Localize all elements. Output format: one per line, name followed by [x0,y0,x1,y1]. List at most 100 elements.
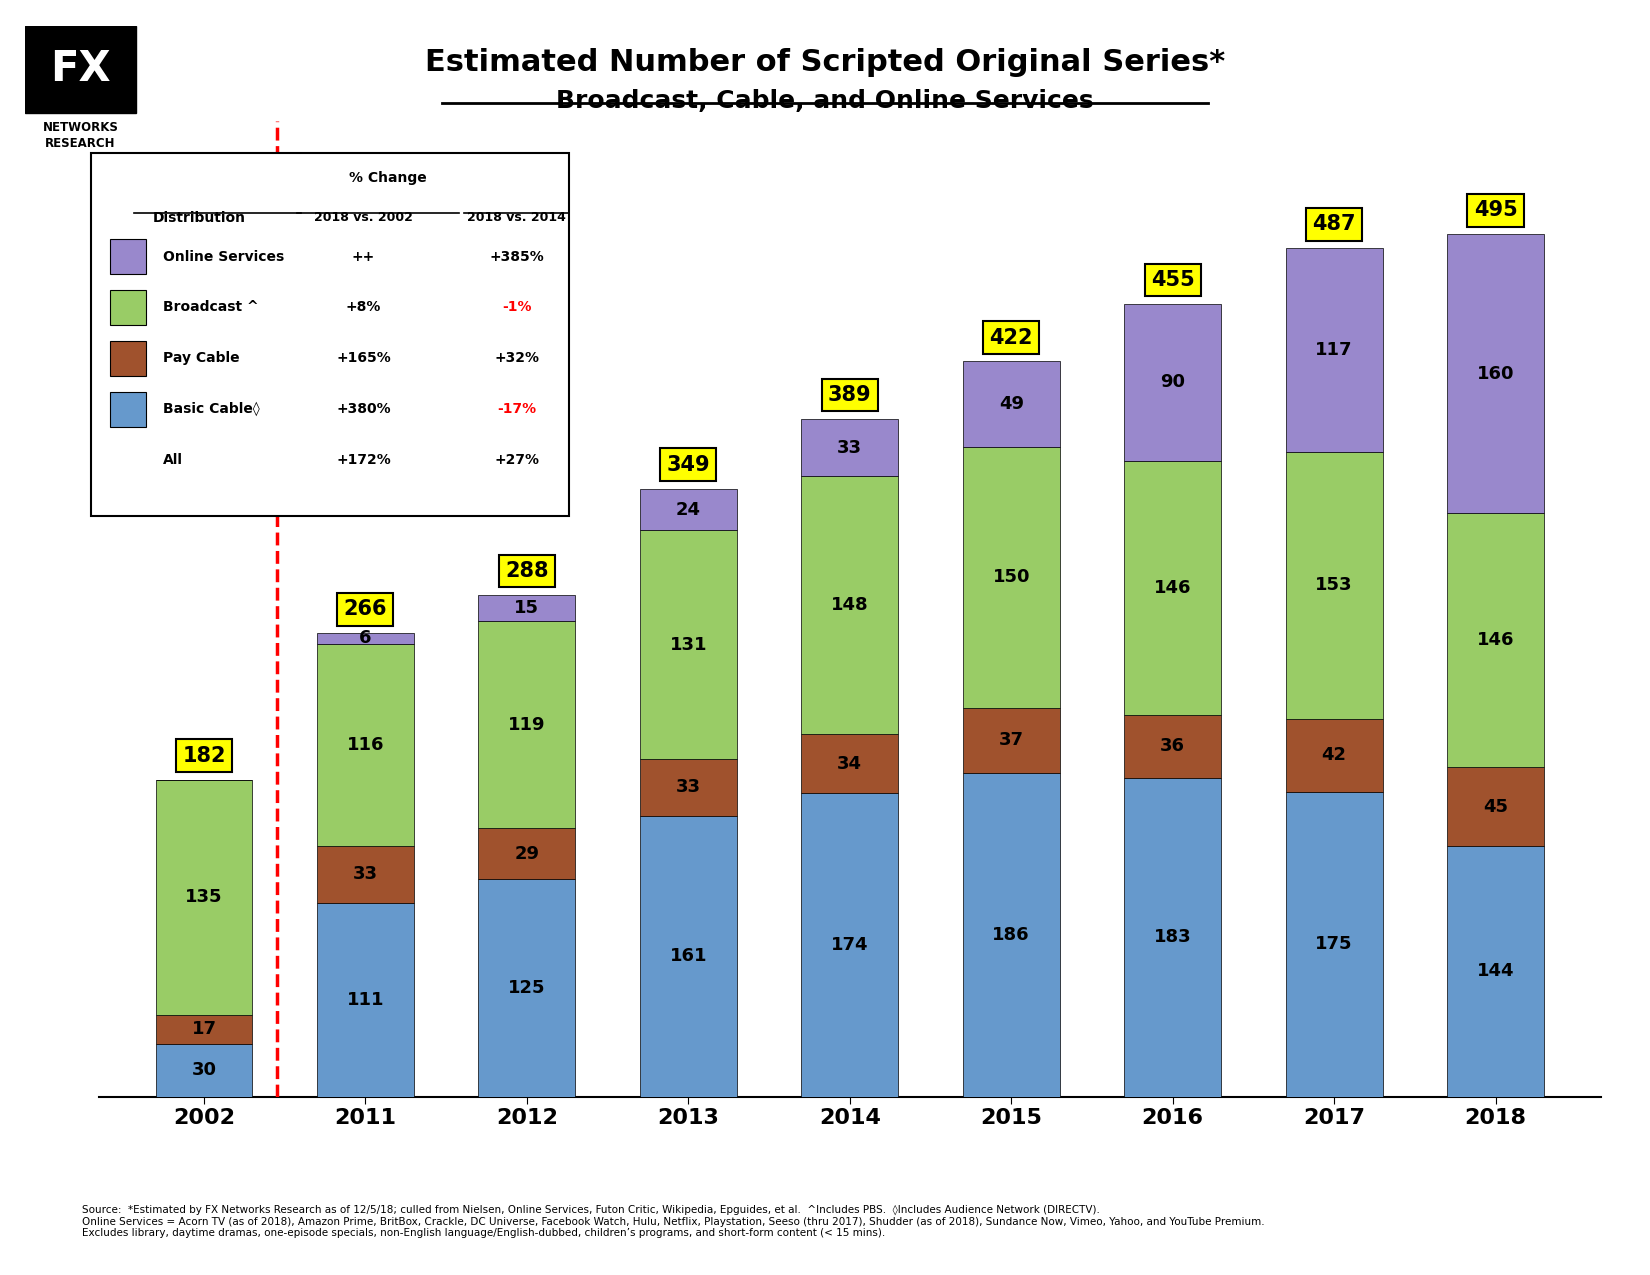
Point [559,205,579,221]
Bar [1124,303,1221,460]
Bar [640,530,738,759]
Text: 125: 125 [508,979,546,997]
FancyBboxPatch shape [25,26,135,112]
Text: 29: 29 [515,844,540,862]
Text: 175: 175 [1315,935,1353,954]
Bar [962,708,1059,773]
Text: 349: 349 [667,455,710,474]
Text: 116: 116 [346,736,384,754]
Bar [1285,249,1383,453]
Bar [317,634,414,644]
Text: 144: 144 [1477,963,1515,980]
Text: 146: 146 [1477,631,1515,649]
Text: 24: 24 [676,501,701,519]
Text: 2018 vs. 2002: 2018 vs. 2002 [314,212,412,224]
FancyBboxPatch shape [111,340,145,376]
Text: 487: 487 [1312,214,1356,235]
Text: Estimated Number of Scripted Original Series*: Estimated Number of Scripted Original Se… [426,48,1224,78]
Bar [1447,845,1544,1096]
Text: 119: 119 [508,715,546,733]
Bar [962,446,1059,708]
Text: 33: 33 [353,866,378,884]
Bar [155,1044,252,1096]
Text: 17: 17 [191,1020,216,1038]
Text: Pay Cable: Pay Cable [162,352,239,366]
Bar [802,734,898,793]
Text: 33: 33 [837,439,863,456]
Text: 161: 161 [670,947,708,965]
Bar [317,845,414,903]
Text: 90: 90 [1160,374,1185,391]
Text: 2018 vs. 2014: 2018 vs. 2014 [467,212,566,224]
Bar [1447,513,1544,768]
Text: Online Services: Online Services [162,250,284,264]
Bar [1447,235,1544,513]
Bar [478,878,576,1096]
Text: 389: 389 [828,385,871,405]
Text: NETWORKS
RESEARCH: NETWORKS RESEARCH [43,121,119,149]
Text: 36: 36 [1160,737,1185,755]
FancyBboxPatch shape [111,289,145,325]
Text: 37: 37 [998,732,1023,750]
Bar [802,419,898,477]
Bar [1447,768,1544,845]
Text: +385%: +385% [490,250,544,264]
Text: +27%: +27% [493,453,540,467]
Text: 135: 135 [185,889,223,907]
Text: FX: FX [50,48,111,91]
Text: +172%: +172% [337,453,391,467]
Text: 288: 288 [505,561,548,581]
Bar [1124,715,1221,778]
Text: 34: 34 [837,755,863,773]
Text: +32%: +32% [493,352,540,366]
Text: 150: 150 [992,569,1030,586]
Text: ++: ++ [351,250,375,264]
Text: All: All [162,453,183,467]
Text: Broadcast ^: Broadcast ^ [162,301,257,315]
Text: THE SHIELD
Launch
Year: THE SHIELD Launch Year [97,427,198,477]
Text: +165%: +165% [337,352,391,366]
Text: 183: 183 [1153,928,1191,946]
Bar [640,488,738,530]
Text: Basic Cable◊: Basic Cable◊ [162,402,259,417]
Bar [478,621,576,829]
Bar [802,793,898,1096]
Bar [1124,460,1221,715]
Bar [155,1015,252,1044]
Text: -1%: -1% [502,301,531,315]
Text: 186: 186 [992,926,1030,944]
Text: 15: 15 [515,599,540,617]
Bar [155,779,252,1015]
Bar [1285,792,1383,1096]
Text: 45: 45 [1483,797,1508,816]
Bar [1285,453,1383,719]
Text: 148: 148 [832,597,868,615]
Text: Distribution: Distribution [153,212,246,226]
Text: 6: 6 [360,630,371,648]
Text: 42: 42 [1322,746,1346,764]
Bar [478,595,576,621]
Bar [1285,719,1383,792]
Text: 33: 33 [676,778,701,797]
Text: 111: 111 [346,991,384,1009]
Text: 146: 146 [1153,579,1191,597]
Text: +8%: +8% [346,301,381,315]
Text: +380%: +380% [337,402,391,416]
Text: 49: 49 [998,395,1023,413]
Text: Source:  *Estimated by FX Networks Research as of 12/5/18; culled from Nielsen, : Source: *Estimated by FX Networks Resear… [82,1205,1266,1238]
Text: 455: 455 [1150,270,1195,291]
Text: 160: 160 [1477,365,1515,382]
Point [454,205,474,221]
Bar [640,816,738,1096]
Bar [962,362,1059,446]
Text: 266: 266 [343,599,388,620]
Bar [317,903,414,1096]
Text: Broadcast, Cable, and Online Services: Broadcast, Cable, and Online Services [556,89,1094,113]
Text: % Change: % Change [348,171,426,185]
Text: 153: 153 [1315,576,1353,594]
FancyBboxPatch shape [91,153,569,516]
Bar [478,829,576,878]
Text: 422: 422 [990,328,1033,348]
Text: 182: 182 [182,746,226,765]
Bar [802,477,898,734]
